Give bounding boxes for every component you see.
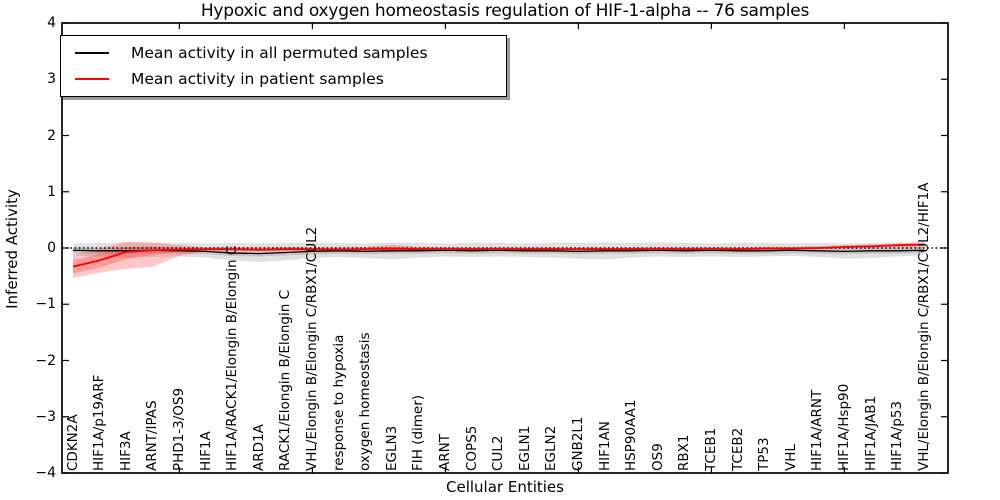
- y-tick-label: −1: [35, 296, 56, 313]
- y-tick-label: −4: [35, 465, 56, 481]
- patient-mean-line: [72, 243, 925, 268]
- y-tick-label: 0: [47, 240, 56, 256]
- y-tick-label: 1: [47, 183, 56, 200]
- permuted-mean-line: [72, 249, 925, 255]
- y-tick-label: −2: [35, 352, 56, 369]
- chart-title: Hypoxic and oxygen homeostasis regulatio…: [200, 1, 810, 21]
- legend-label: Mean activity in patient samples: [131, 70, 384, 88]
- y-tick-label: −3: [35, 408, 56, 425]
- legend-label: Mean activity in all permuted samples: [131, 44, 428, 62]
- y-tick-label: 4: [47, 15, 56, 31]
- y-tick-label: 2: [47, 127, 56, 144]
- y-tick-label: 3: [47, 71, 56, 88]
- patient-outer-band: [73, 241, 925, 278]
- legend-item-permuted: Mean activity in all permuted samples: [61, 40, 506, 66]
- legend: Mean activity in all permuted samples Me…: [60, 35, 507, 97]
- legend-item-patient: Mean activity in patient samples: [61, 66, 506, 92]
- permuted-line-swatch: [75, 52, 109, 54]
- patient-line-swatch: [75, 78, 109, 80]
- x-axis-label: Cellular Entities: [446, 478, 564, 496]
